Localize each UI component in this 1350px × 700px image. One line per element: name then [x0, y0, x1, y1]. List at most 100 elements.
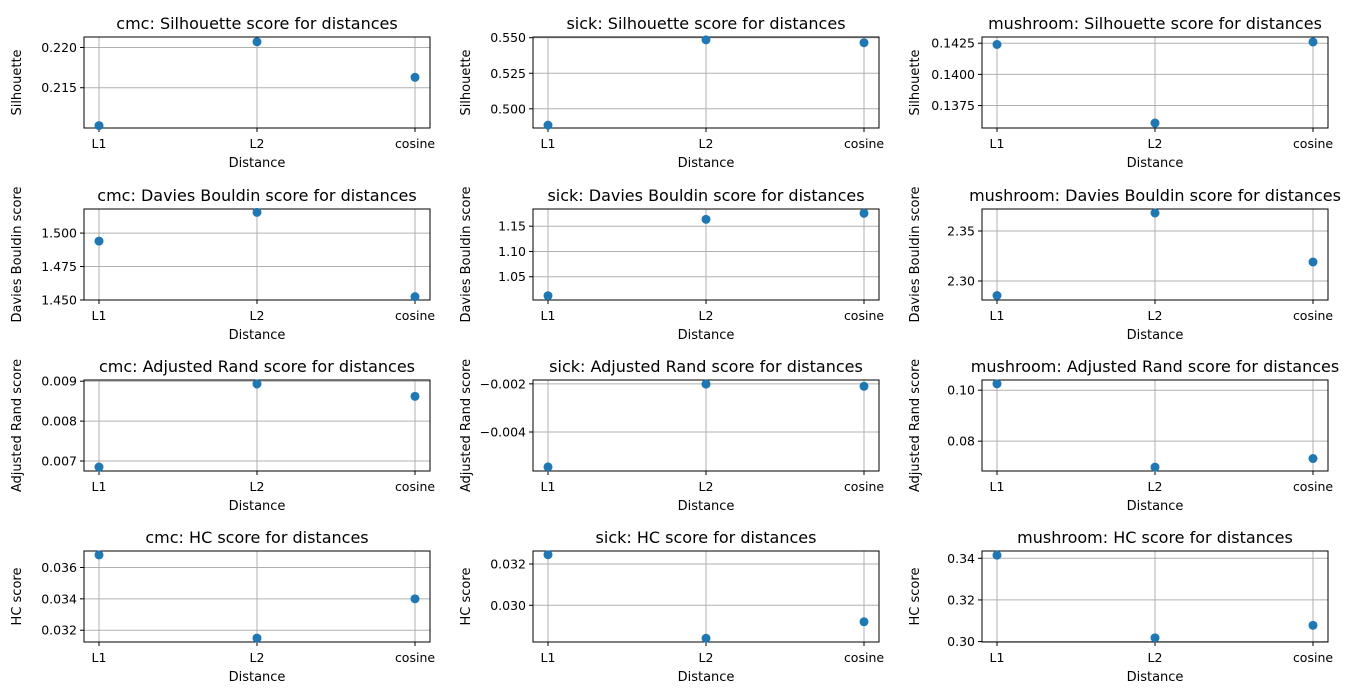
- x-tick-label: L2: [699, 479, 714, 494]
- y-tick-label: 0.215: [41, 80, 77, 95]
- data-point: [1308, 620, 1318, 630]
- x-tick-label: cosine: [395, 308, 435, 323]
- data-point: [410, 292, 420, 302]
- y-tick-label: 0.034: [41, 591, 77, 606]
- data-point: [94, 121, 104, 131]
- x-tick-label: cosine: [844, 136, 884, 151]
- chart-title: sick: HC score for distances: [596, 528, 817, 547]
- data-point: [992, 291, 1002, 300]
- x-axis-label: Distance: [229, 670, 286, 685]
- x-tick-label: L2: [1148, 136, 1163, 151]
- data-point: [1150, 118, 1160, 128]
- y-tick-label: 0.032: [490, 557, 526, 572]
- subplot-0: L1 L2 cosine 0.215 0.220 cmc: Silhouette scor…: [10, 14, 435, 171]
- x-tick-label: cosine: [395, 479, 435, 494]
- x-tick-label: L1: [92, 479, 107, 494]
- x-axis-label: Distance: [678, 328, 735, 343]
- y-tick-label: −0.002: [480, 376, 526, 391]
- x-tick-label: L1: [990, 308, 1005, 323]
- x-axis-label: Distance: [1127, 328, 1184, 343]
- data-point: [859, 38, 869, 48]
- y-tick-label: 0.500: [490, 101, 526, 116]
- y-tick-label: 0.550: [490, 30, 526, 45]
- chart-title: sick: Silhouette score for distances: [566, 14, 845, 33]
- chart-title: cmc: Davies Bouldin score for distances: [97, 186, 416, 205]
- x-tick-label: cosine: [395, 136, 435, 151]
- y-axis-label: Adjusted Rand score: [908, 359, 923, 492]
- data-point: [1150, 208, 1160, 218]
- y-axis-label: HC score: [459, 568, 474, 626]
- chart-title: cmc: Adjusted Rand score for distances: [99, 357, 415, 376]
- chart-title: mushroom: Silhouette score for distances: [988, 14, 1322, 33]
- y-tick-label: 0.008: [41, 414, 77, 429]
- y-axis-label: Davies Bouldin score: [908, 186, 923, 322]
- subplot-5: L1 L2 cosine 2.30 2.35 mushroom: Davies Bould…: [908, 186, 1341, 343]
- x-axis-label: Distance: [678, 156, 735, 171]
- data-point: [701, 633, 711, 643]
- y-tick-label: 0.220: [41, 40, 77, 55]
- data-point: [992, 39, 1002, 49]
- x-axis-label: Distance: [1127, 156, 1184, 171]
- y-axis-label: HC score: [10, 568, 25, 626]
- x-tick-label: cosine: [844, 308, 884, 323]
- x-tick-label: L2: [250, 479, 265, 494]
- x-tick-label: cosine: [1293, 308, 1333, 323]
- subplot-9: L1 L2 cosine 0.032 0.034 0.036 cmc: HC score f…: [10, 528, 435, 685]
- x-tick-label: cosine: [844, 650, 884, 665]
- data-point: [543, 291, 553, 301]
- y-tick-label: 1.450: [41, 293, 77, 308]
- y-tick-label: 0.009: [41, 374, 77, 389]
- y-axis-label: Davies Bouldin score: [10, 186, 25, 322]
- data-point: [410, 72, 420, 82]
- y-axis-label: Adjusted Rand score: [459, 359, 474, 492]
- y-tick-label: 0.036: [41, 560, 77, 575]
- x-tick-label: L2: [1148, 308, 1163, 323]
- x-axis-label: Distance: [229, 499, 286, 514]
- y-tick-label: 0.030: [490, 598, 526, 613]
- subplot-1: L1 L2 cosine 0.500 0.525 0.550 sick: Silhouett…: [459, 14, 884, 171]
- y-tick-label: 2.30: [947, 274, 975, 289]
- y-tick-label: 0.525: [490, 66, 526, 81]
- data-point: [94, 550, 104, 560]
- data-point: [94, 236, 104, 246]
- y-tick-label: 1.500: [41, 226, 77, 241]
- x-tick-label: L1: [990, 650, 1005, 665]
- chart-title: cmc: Silhouette score for distances: [116, 14, 397, 33]
- subplot-8: L1 L2 cosine 0.08 0.10 mushroom: Adjusted Ran…: [908, 357, 1339, 514]
- chart-title: mushroom: Adjusted Rand score for distan…: [971, 357, 1339, 376]
- chart-title: cmc: HC score for distances: [145, 528, 368, 547]
- y-tick-label: 0.1400: [931, 67, 975, 82]
- y-tick-label: 0.08: [947, 434, 975, 449]
- y-axis-label: Adjusted Rand score: [10, 359, 25, 492]
- y-tick-label: −0.004: [480, 425, 526, 440]
- data-point: [252, 207, 262, 217]
- y-tick-label: 1.475: [41, 259, 77, 274]
- x-tick-label: cosine: [1293, 136, 1333, 151]
- data-point: [701, 35, 711, 45]
- x-tick-label: L2: [250, 308, 265, 323]
- x-axis-label: Distance: [229, 156, 286, 171]
- data-point: [859, 381, 869, 391]
- y-tick-label: 0.1425: [931, 36, 975, 51]
- y-tick-label: 0.34: [947, 551, 975, 566]
- x-tick-label: L2: [699, 650, 714, 665]
- data-point: [94, 462, 104, 472]
- x-tick-label: cosine: [395, 650, 435, 665]
- subplot-7: L1 L2 cosine −0.004 −0.002 sick: Adjusted Ran…: [459, 357, 884, 514]
- x-tick-label: L2: [250, 650, 265, 665]
- x-tick-label: L1: [990, 136, 1005, 151]
- x-tick-label: L2: [1148, 650, 1163, 665]
- x-tick-label: cosine: [1293, 479, 1333, 494]
- data-point: [992, 379, 1002, 389]
- data-point: [1308, 257, 1318, 267]
- y-tick-label: 0.10: [947, 383, 975, 398]
- y-tick-label: 2.35: [947, 224, 975, 239]
- x-tick-label: L2: [1148, 479, 1163, 494]
- y-tick-label: 0.30: [947, 634, 975, 649]
- data-point: [410, 594, 420, 604]
- x-tick-label: L2: [699, 308, 714, 323]
- x-tick-label: L1: [541, 308, 556, 323]
- data-point: [701, 214, 711, 224]
- y-tick-label: 1.15: [498, 219, 526, 234]
- data-point: [859, 208, 869, 218]
